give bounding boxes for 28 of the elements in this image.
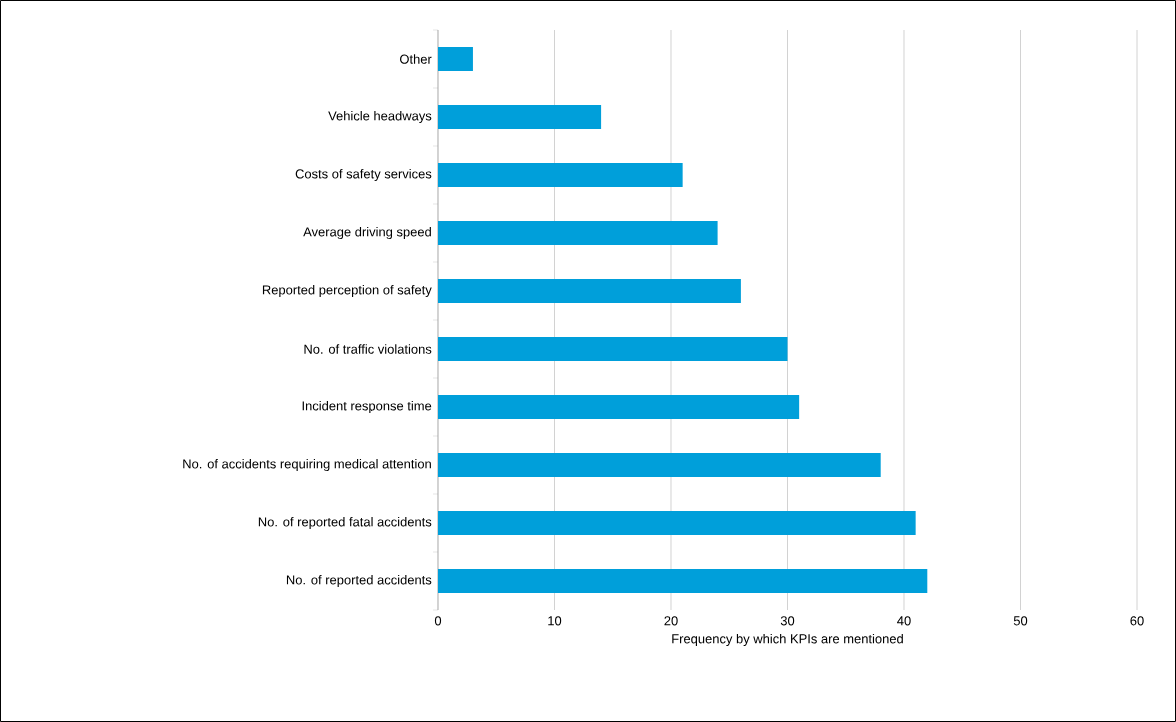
y-tick-label: Reported perception of safety [262, 284, 432, 298]
bar [438, 221, 718, 246]
y-tick-label: No. of reported fatal accidents [258, 516, 432, 530]
y-tick-label: Other [400, 54, 432, 64]
bar [438, 569, 928, 594]
bar [438, 163, 683, 188]
bar [438, 337, 788, 362]
y-tick-label: Costs of safety services [295, 168, 432, 182]
x-tick-label: 30 [780, 616, 795, 626]
bar [438, 105, 602, 130]
y-tick-label: No. of accidents requiring medical attention [183, 458, 431, 472]
y-tick-label: Average driving speed [303, 226, 431, 240]
bar [438, 279, 741, 304]
y-tick-label: No. of reported accidents [286, 574, 432, 588]
x-tick-label: 20 [664, 616, 678, 626]
bar [438, 395, 800, 420]
y-tick-label: Vehicle headways [328, 110, 432, 124]
x-tick-label: 0 [434, 616, 442, 626]
x-tick-label: 50 [1013, 616, 1028, 626]
x-axis-title: Frequency by which KPIs are mentioned [672, 633, 903, 646]
bar [438, 511, 916, 536]
y-tick-label: Incident response time [302, 400, 432, 414]
bar [438, 453, 881, 478]
x-tick-label: 60 [1130, 616, 1144, 626]
x-tick-label: 40 [897, 616, 911, 626]
x-tick-label: 10 [548, 616, 562, 626]
bar [438, 47, 473, 72]
y-tick-label: No. of traffic violations [304, 344, 432, 354]
